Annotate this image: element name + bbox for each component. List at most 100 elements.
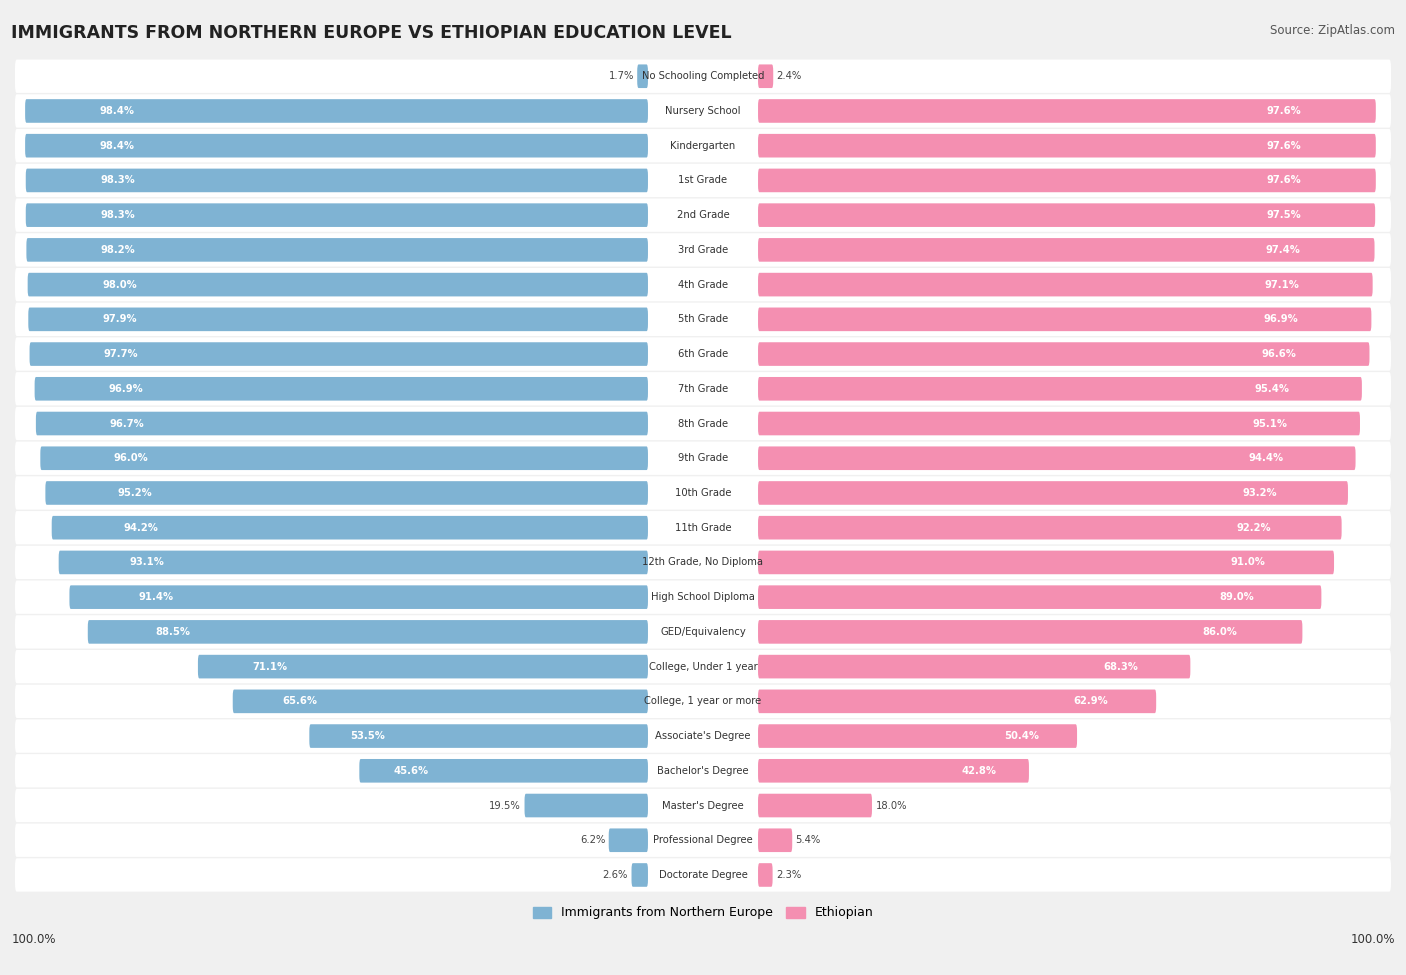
Text: Master's Degree: Master's Degree xyxy=(662,800,744,810)
Text: 88.5%: 88.5% xyxy=(155,627,190,637)
Text: 95.4%: 95.4% xyxy=(1254,384,1289,394)
FancyBboxPatch shape xyxy=(35,377,648,401)
Text: Nursery School: Nursery School xyxy=(665,106,741,116)
Text: 98.2%: 98.2% xyxy=(101,245,136,254)
FancyBboxPatch shape xyxy=(15,302,1391,336)
Text: 3rd Grade: 3rd Grade xyxy=(678,245,728,254)
FancyBboxPatch shape xyxy=(69,585,648,609)
Text: 97.4%: 97.4% xyxy=(1265,245,1301,254)
FancyBboxPatch shape xyxy=(15,477,1391,510)
FancyBboxPatch shape xyxy=(758,64,773,88)
Text: 91.0%: 91.0% xyxy=(1230,558,1265,567)
Text: 6.2%: 6.2% xyxy=(579,836,605,845)
FancyBboxPatch shape xyxy=(758,99,1376,123)
FancyBboxPatch shape xyxy=(15,650,1391,683)
Text: Doctorate Degree: Doctorate Degree xyxy=(658,870,748,880)
Text: 42.8%: 42.8% xyxy=(962,765,997,776)
FancyBboxPatch shape xyxy=(524,794,648,817)
FancyBboxPatch shape xyxy=(758,794,872,817)
Text: No Schooling Completed: No Schooling Completed xyxy=(641,71,765,81)
FancyBboxPatch shape xyxy=(15,546,1391,579)
Text: IMMIGRANTS FROM NORTHERN EUROPE VS ETHIOPIAN EDUCATION LEVEL: IMMIGRANTS FROM NORTHERN EUROPE VS ETHIO… xyxy=(11,24,733,42)
FancyBboxPatch shape xyxy=(15,59,1391,93)
FancyBboxPatch shape xyxy=(15,824,1391,857)
FancyBboxPatch shape xyxy=(198,655,648,679)
FancyBboxPatch shape xyxy=(25,99,648,123)
Text: 2.6%: 2.6% xyxy=(603,870,628,880)
Text: 5.4%: 5.4% xyxy=(796,836,821,845)
Text: 100.0%: 100.0% xyxy=(1350,933,1395,946)
Text: 2.3%: 2.3% xyxy=(776,870,801,880)
Text: 12th Grade, No Diploma: 12th Grade, No Diploma xyxy=(643,558,763,567)
FancyBboxPatch shape xyxy=(758,134,1376,158)
FancyBboxPatch shape xyxy=(37,411,648,435)
FancyBboxPatch shape xyxy=(758,482,1348,505)
FancyBboxPatch shape xyxy=(758,829,792,852)
Text: 10th Grade: 10th Grade xyxy=(675,488,731,498)
Text: 97.6%: 97.6% xyxy=(1267,106,1302,116)
FancyBboxPatch shape xyxy=(758,516,1341,539)
Text: 2nd Grade: 2nd Grade xyxy=(676,211,730,220)
FancyBboxPatch shape xyxy=(15,580,1391,614)
Text: 96.9%: 96.9% xyxy=(108,384,143,394)
Text: 97.9%: 97.9% xyxy=(103,314,138,325)
Text: 62.9%: 62.9% xyxy=(1074,696,1108,706)
FancyBboxPatch shape xyxy=(758,759,1029,783)
FancyBboxPatch shape xyxy=(15,95,1391,128)
Text: 1.7%: 1.7% xyxy=(609,71,634,81)
FancyBboxPatch shape xyxy=(15,684,1391,718)
FancyBboxPatch shape xyxy=(25,169,648,192)
Text: 97.6%: 97.6% xyxy=(1267,140,1302,151)
FancyBboxPatch shape xyxy=(15,858,1391,892)
FancyBboxPatch shape xyxy=(758,724,1077,748)
Text: Kindergarten: Kindergarten xyxy=(671,140,735,151)
FancyBboxPatch shape xyxy=(30,342,648,366)
Text: 71.1%: 71.1% xyxy=(252,662,287,672)
Text: 9th Grade: 9th Grade xyxy=(678,453,728,463)
FancyBboxPatch shape xyxy=(15,511,1391,544)
Text: 93.1%: 93.1% xyxy=(129,558,165,567)
FancyBboxPatch shape xyxy=(15,789,1391,822)
Text: Bachelor's Degree: Bachelor's Degree xyxy=(657,765,749,776)
Text: 4th Grade: 4th Grade xyxy=(678,280,728,290)
FancyBboxPatch shape xyxy=(15,164,1391,197)
Text: 18.0%: 18.0% xyxy=(876,800,907,810)
Text: Professional Degree: Professional Degree xyxy=(654,836,752,845)
Text: 96.7%: 96.7% xyxy=(110,418,143,429)
FancyBboxPatch shape xyxy=(25,134,648,158)
Text: 93.2%: 93.2% xyxy=(1243,488,1277,498)
FancyBboxPatch shape xyxy=(28,307,648,332)
FancyBboxPatch shape xyxy=(758,307,1371,332)
FancyBboxPatch shape xyxy=(758,204,1375,227)
FancyBboxPatch shape xyxy=(25,204,648,227)
Text: 95.2%: 95.2% xyxy=(118,488,152,498)
FancyBboxPatch shape xyxy=(45,482,648,505)
Text: 97.6%: 97.6% xyxy=(1267,176,1302,185)
FancyBboxPatch shape xyxy=(87,620,648,644)
FancyBboxPatch shape xyxy=(41,447,648,470)
FancyBboxPatch shape xyxy=(758,411,1360,435)
Text: 96.9%: 96.9% xyxy=(1263,314,1298,325)
FancyBboxPatch shape xyxy=(15,720,1391,753)
FancyBboxPatch shape xyxy=(15,233,1391,266)
Text: 98.4%: 98.4% xyxy=(100,140,135,151)
Text: 86.0%: 86.0% xyxy=(1202,627,1237,637)
Text: 65.6%: 65.6% xyxy=(283,696,318,706)
Text: 98.3%: 98.3% xyxy=(100,211,135,220)
FancyBboxPatch shape xyxy=(27,238,648,261)
Text: 96.6%: 96.6% xyxy=(1261,349,1296,359)
FancyBboxPatch shape xyxy=(15,337,1391,370)
FancyBboxPatch shape xyxy=(758,863,773,887)
FancyBboxPatch shape xyxy=(758,620,1302,644)
FancyBboxPatch shape xyxy=(28,273,648,296)
Text: 95.1%: 95.1% xyxy=(1253,418,1288,429)
Text: High School Diploma: High School Diploma xyxy=(651,592,755,603)
FancyBboxPatch shape xyxy=(59,551,648,574)
Text: 96.0%: 96.0% xyxy=(114,453,148,463)
FancyBboxPatch shape xyxy=(758,238,1375,261)
FancyBboxPatch shape xyxy=(15,442,1391,475)
FancyBboxPatch shape xyxy=(758,342,1369,366)
FancyBboxPatch shape xyxy=(52,516,648,539)
Text: 97.7%: 97.7% xyxy=(104,349,138,359)
FancyBboxPatch shape xyxy=(15,754,1391,788)
